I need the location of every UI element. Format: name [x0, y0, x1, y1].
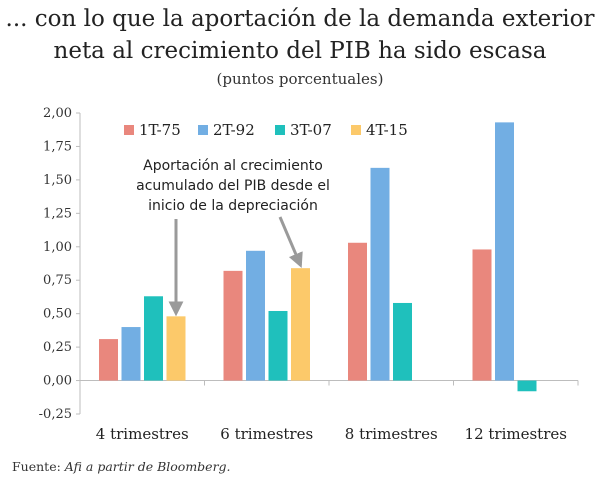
y-tick-label: 0,75: [43, 273, 72, 288]
bar-4T-15-6 trimestres: [291, 268, 310, 381]
legend-swatch-2T-92: [198, 125, 208, 135]
chart-title-line2: neta al crecimiento del PIB ha sido esca…: [53, 38, 547, 64]
x-category-label: 8 trimestres: [345, 425, 438, 443]
bar-2T-92-12 trimestres: [495, 122, 514, 381]
source-note: Fuente: Afi a partir de Bloomberg.: [12, 459, 231, 474]
chart-title-line1: ... con lo que la aportación de la deman…: [5, 6, 595, 32]
y-tick-label: 1,75: [43, 139, 72, 154]
chart-subtitle: (puntos porcentuales): [216, 70, 384, 88]
y-tick-label: -0,25: [39, 407, 72, 422]
bar-1T-75-12 trimestres: [472, 249, 492, 381]
bar-2T-92-4 trimestres: [121, 327, 141, 381]
legend-label-2T-92: 2T-92: [213, 121, 255, 139]
legend-swatch-4T-15: [351, 125, 361, 135]
y-tick-label: 1,00: [43, 240, 72, 255]
bar-2T-92-6 trimestres: [246, 250, 265, 381]
y-tick-label: 1,25: [43, 206, 72, 221]
bar-1T-75-8 trimestres: [348, 242, 367, 381]
bar-1T-75-4 trimestres: [99, 339, 118, 381]
x-category-label: 6 trimestres: [220, 425, 313, 443]
legend-label-3T-07: 3T-07: [290, 121, 332, 139]
legend-swatch-3T-07: [275, 125, 285, 135]
annotation-text-line: Aportación al crecimiento: [143, 158, 323, 174]
bar-2T-92-8 trimestres: [370, 167, 390, 381]
y-tick-label: 0,00: [43, 374, 72, 389]
bar-1T-75-6 trimestres: [223, 270, 243, 381]
y-tick-label: 0,50: [43, 307, 72, 322]
annotation-text-line: inicio de la depreciación: [148, 198, 318, 214]
y-tick-label: 2,00: [43, 106, 72, 121]
bar-3T-07-4 trimestres: [144, 296, 163, 381]
source-prefix: Fuente:: [12, 459, 65, 474]
source-text: Afi a partir de Bloomberg.: [64, 459, 231, 474]
bar-3T-07-6 trimestres: [268, 310, 288, 381]
legend-swatch-1T-75: [124, 125, 134, 135]
legend-label-1T-75: 1T-75: [139, 121, 181, 139]
annotation-text-line: acumulado del PIB desde el: [136, 178, 330, 194]
x-category-label: 4 trimestres: [96, 425, 189, 443]
annotation-arrow: [278, 216, 303, 268]
x-category-label: 12 trimestres: [465, 425, 567, 443]
bar-4T-15-4 trimestres: [166, 316, 186, 381]
bar-3T-07-12 trimestres: [517, 380, 537, 392]
bar-3T-07-8 trimestres: [393, 302, 412, 381]
y-tick-label: 1,50: [43, 173, 72, 188]
y-tick-label: 0,25: [43, 340, 72, 355]
legend-label-4T-15: 4T-15: [366, 121, 408, 139]
